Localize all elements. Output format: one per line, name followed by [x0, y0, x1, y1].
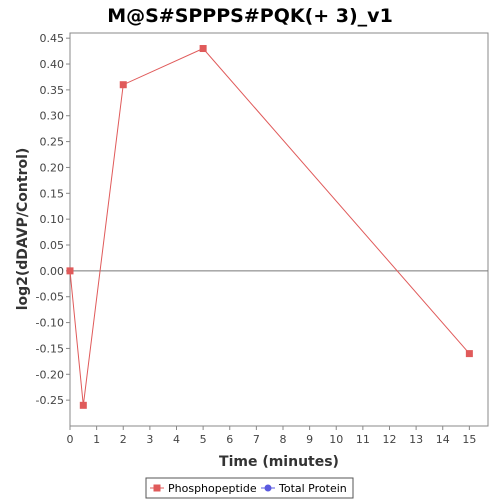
legend-label: Total Protein — [278, 482, 347, 495]
y-tick-label: 0.30 — [40, 110, 65, 123]
plot-area — [69, 32, 489, 427]
x-tick-label: 10 — [329, 433, 343, 446]
x-tick-label: 1 — [93, 433, 100, 446]
data-point — [199, 45, 207, 53]
legend-marker-square-icon — [153, 484, 161, 492]
x-tick-label: 0 — [67, 433, 74, 446]
legend-marker-circle-icon — [264, 484, 272, 492]
y-axis-title: log2(dDAVP/Control) — [15, 148, 31, 311]
y-tick-label: 0.05 — [40, 239, 65, 252]
y-tick-label: -0.20 — [36, 368, 64, 381]
y-tick-label: 0.20 — [40, 161, 65, 174]
data-point — [66, 267, 74, 275]
y-tick-label: -0.15 — [36, 342, 64, 355]
y-tick-label: 0.00 — [40, 265, 65, 278]
series-layer — [66, 45, 473, 409]
x-tick-label: 2 — [120, 433, 127, 446]
legend: Phosphopeptide Total Protein — [145, 477, 354, 499]
y-tick-label: 0.40 — [40, 58, 65, 71]
data-point — [79, 401, 87, 409]
data-point — [119, 81, 127, 89]
y-tick-label: 0.35 — [40, 84, 65, 97]
y-tick-label: -0.05 — [36, 291, 64, 304]
y-tick-label: 0.25 — [40, 136, 65, 149]
chart-title: M@S#SPPPS#PQK(+ 3)_v1 — [107, 5, 393, 27]
y-tick-label: -0.25 — [36, 394, 64, 407]
legend-label: Phosphopeptide — [168, 482, 257, 495]
data-point — [465, 350, 473, 358]
x-tick-label: 12 — [382, 433, 396, 446]
x-tick-label: 6 — [226, 433, 233, 446]
legend-box — [145, 477, 354, 499]
y-axis: -0.25 -0.20 -0.15 -0.10 -0.05 0.00 0.05 0.10 0.1… — [36, 32, 70, 407]
x-tick-label: 7 — [253, 433, 260, 446]
x-tick-label: 4 — [173, 433, 180, 446]
x-tick-label: 3 — [146, 433, 153, 446]
x-tick-label: 5 — [200, 433, 207, 446]
x-axis-title: Time (minutes) — [219, 454, 339, 470]
x-tick-label: 9 — [306, 433, 313, 446]
y-tick-label: 0.45 — [40, 32, 65, 45]
y-tick-label: -0.10 — [36, 317, 64, 330]
x-tick-label: 14 — [436, 433, 450, 446]
x-tick-label: 11 — [356, 433, 370, 446]
x-tick-label: 13 — [409, 433, 423, 446]
x-axis: 0 1 2 3 4 5 6 7 8 9 10 11 12 13 14 15 — [67, 426, 476, 446]
x-tick-label: 8 — [279, 433, 286, 446]
y-tick-label: 0.15 — [40, 187, 65, 200]
x-tick-label: 15 — [462, 433, 476, 446]
y-tick-label: 0.10 — [40, 213, 65, 226]
